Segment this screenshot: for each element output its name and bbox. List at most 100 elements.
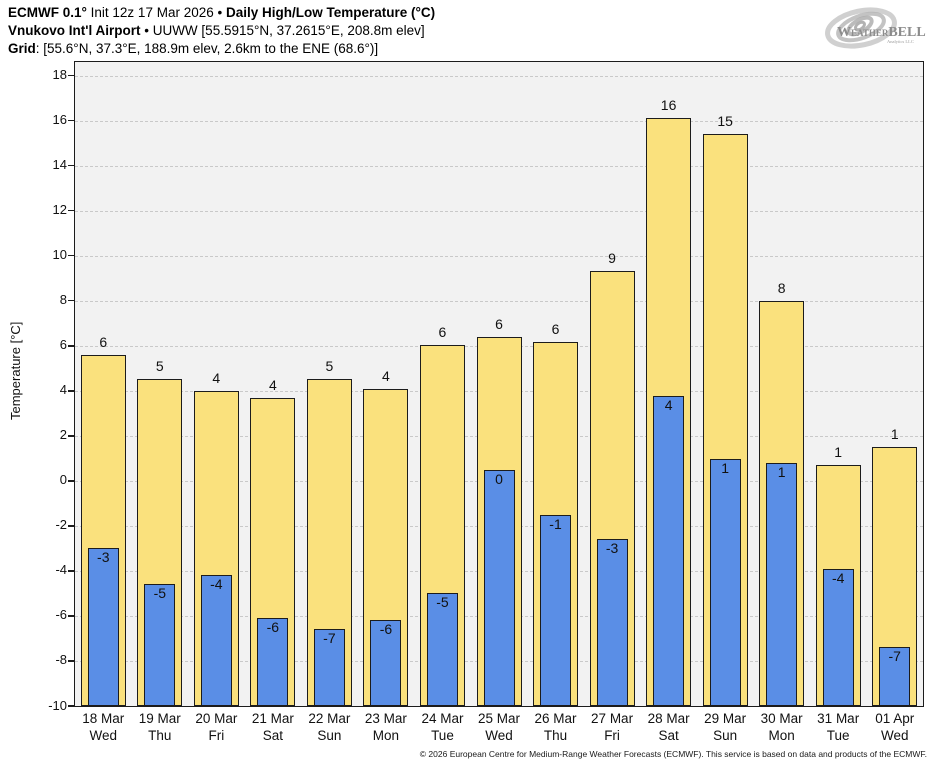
low-bar — [596, 539, 628, 706]
x-tick-date: 24 Mar — [421, 711, 464, 726]
x-tick-day: Sat — [262, 728, 283, 743]
high-value-label: 6 — [438, 323, 447, 340]
high-value-label: 5 — [325, 358, 334, 375]
gridline — [75, 255, 923, 257]
y-tick-label: -10 — [48, 697, 67, 713]
low-bar — [200, 575, 232, 706]
x-tick-date: 31 Mar — [817, 711, 860, 726]
y-tick-label: 0 — [59, 472, 67, 488]
low-value-label: -1 — [549, 515, 562, 532]
y-tick-label: 12 — [52, 202, 67, 218]
gridline — [75, 300, 923, 302]
logo-w: W — [837, 25, 851, 40]
y-tick-label: -2 — [55, 517, 67, 533]
header-line-2: Vnukovo Int'l Airport • UUWW [55.5915°N,… — [8, 22, 435, 40]
low-bar — [313, 629, 345, 706]
y-tick-mark — [68, 434, 75, 437]
station-coords: • UUWW [55.5915°N, 37.2615°E, 208.8m ele… — [140, 23, 425, 38]
x-tick-date: 20 Mar — [195, 711, 238, 726]
x-tick-date: 28 Mar — [647, 711, 690, 726]
high-value-label: 4 — [268, 376, 277, 393]
logo-subtext: Analytics LLC — [887, 39, 914, 44]
y-tick-label: 6 — [59, 337, 67, 353]
low-bar — [540, 514, 572, 706]
x-tick-date: 30 Mar — [760, 711, 803, 726]
weatherbell-logo: WEATHERBELL Analytics LLC — [819, 4, 929, 52]
svg-text:WEATHERBELL: WEATHERBELL — [837, 25, 926, 40]
y-tick-label: 18 — [52, 67, 67, 82]
copyright-notice: © 2026 European Centre for Medium-Range … — [419, 749, 927, 759]
x-tick-day: Wed — [880, 728, 909, 743]
high-value-label: 1 — [834, 444, 843, 461]
y-tick-mark — [68, 254, 75, 257]
x-tick-day: Thu — [148, 728, 172, 743]
low-value-label: -7 — [888, 648, 901, 665]
low-bar — [879, 647, 911, 706]
high-value-label: 8 — [777, 279, 786, 296]
low-value-label: -5 — [436, 594, 449, 611]
low-value-label: -7 — [323, 630, 336, 647]
header-line-1: ECMWF 0.1° Init 12z 17 Mar 2026 • Daily … — [8, 4, 435, 22]
x-tick-day: Sun — [317, 728, 342, 743]
low-value-label: -6 — [379, 621, 393, 638]
high-value-label: 9 — [608, 250, 616, 267]
weatherbell-swirl-icon: WEATHERBELL Analytics LLC — [825, 7, 926, 49]
low-value-label: 0 — [495, 470, 503, 487]
low-value-label: 1 — [777, 463, 786, 480]
y-tick-mark — [68, 209, 75, 212]
high-value-label: 1 — [890, 426, 899, 443]
gridline — [75, 120, 923, 122]
high-value-label: 6 — [495, 315, 503, 332]
x-tick-day: Wed — [485, 728, 513, 743]
low-bar — [144, 584, 176, 706]
y-tick-label: 14 — [52, 157, 67, 173]
low-bar — [483, 469, 515, 706]
y-tick-mark — [68, 299, 75, 302]
chart-header: ECMWF 0.1° Init 12z 17 Mar 2026 • Daily … — [8, 4, 435, 58]
y-tick-mark — [68, 660, 75, 662]
x-tick-day: Wed — [89, 728, 118, 743]
y-tick-label: 8 — [59, 292, 67, 308]
logo-bell: BELL — [888, 25, 925, 40]
high-value-label: 6 — [99, 333, 108, 350]
low-bar — [87, 548, 119, 706]
y-tick-mark — [68, 615, 75, 617]
y-tick-mark — [68, 480, 75, 482]
low-bar — [766, 462, 798, 706]
y-tick-label: -8 — [55, 652, 67, 668]
low-bar — [709, 459, 741, 706]
y-tick-label: 4 — [59, 382, 67, 398]
gridline — [75, 165, 923, 167]
logo-eather: EATHER — [851, 28, 889, 38]
y-tick-label: 2 — [59, 427, 67, 443]
x-tick-date: 27 Mar — [591, 711, 634, 726]
low-value-label: -4 — [210, 576, 223, 593]
gridline — [75, 75, 923, 77]
y-tick-mark — [68, 344, 75, 347]
x-tick-date: 25 Mar — [477, 711, 521, 726]
low-bar — [370, 620, 402, 706]
low-value-label: 4 — [664, 397, 673, 414]
y-tick-mark — [68, 164, 75, 167]
x-tick-day: Mon — [372, 728, 400, 743]
high-value-label: 4 — [212, 369, 221, 386]
x-tick-date: 18 Mar — [82, 711, 125, 726]
low-bar — [822, 568, 854, 706]
high-value-label: 4 — [382, 367, 390, 384]
y-tick-mark — [68, 389, 75, 392]
y-tick-mark — [68, 525, 75, 527]
x-tick-day: Sat — [658, 728, 679, 743]
low-value-label: -6 — [266, 619, 280, 636]
y-tick-mark — [68, 74, 75, 77]
init-info: Init 12z 17 Mar 2026 • — [86, 5, 226, 20]
header-line-3: Grid: [55.6°N, 37.3°E, 188.9m elev, 2.6k… — [8, 40, 435, 58]
low-value-label: -3 — [605, 540, 619, 557]
gridline — [75, 210, 923, 212]
low-bar — [257, 618, 289, 706]
x-tick-day: Tue — [431, 728, 454, 743]
x-tick-day: Mon — [768, 728, 795, 743]
x-tick-date: 26 Mar — [534, 711, 577, 726]
model-name: ECMWF 0.1° — [8, 5, 87, 20]
x-tick-date: 19 Mar — [138, 711, 181, 726]
grid-label: Grid — [8, 41, 36, 56]
